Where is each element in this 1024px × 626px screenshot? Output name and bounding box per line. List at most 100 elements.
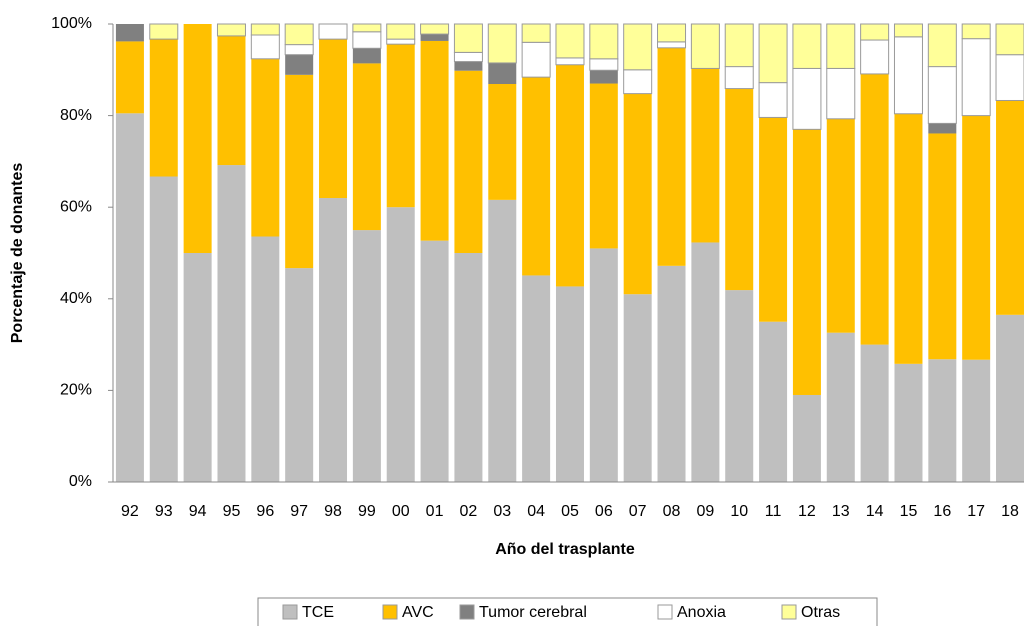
y-tick-label: 60% xyxy=(60,198,92,215)
bar-segment xyxy=(589,70,618,84)
bar-segment xyxy=(690,23,720,69)
bar-segment xyxy=(352,63,381,231)
x-tick-label: 96 xyxy=(256,503,274,520)
bar-segment xyxy=(115,113,144,482)
legend-swatch xyxy=(781,604,797,620)
bar-segment xyxy=(826,118,855,333)
bar-segment xyxy=(860,39,890,75)
bar-segment xyxy=(657,265,686,482)
bar-segment xyxy=(996,100,1024,315)
x-tick-label: 94 xyxy=(189,503,207,520)
bar-segment xyxy=(792,129,821,395)
y-axis-title: Porcentaje de donantes xyxy=(9,163,26,344)
x-tick-label: 13 xyxy=(832,503,850,520)
x-tick-label: 01 xyxy=(426,503,444,520)
bar-segment xyxy=(488,83,517,200)
x-tick-label: 07 xyxy=(629,503,647,520)
bar-segment xyxy=(725,88,754,291)
bar-segment xyxy=(860,73,889,345)
bar-segment xyxy=(183,253,212,482)
bar-segment xyxy=(386,207,415,482)
bar-segment xyxy=(758,82,788,118)
legend-label: Tumor cerebral xyxy=(479,604,587,621)
bar-segment xyxy=(217,35,246,166)
bar-segment xyxy=(454,70,483,253)
bar-segment xyxy=(319,198,348,483)
x-tick-label: 16 xyxy=(933,503,951,520)
bar-segment xyxy=(758,23,788,84)
legend-swatch xyxy=(382,604,398,620)
bar-segment xyxy=(352,230,381,482)
x-tick-label: 98 xyxy=(324,503,342,520)
bar-segment xyxy=(115,24,144,42)
y-tick-label: 20% xyxy=(60,382,92,399)
bar-segment xyxy=(284,23,314,46)
x-tick-label: 00 xyxy=(392,503,410,520)
bar-segment xyxy=(623,93,652,295)
bar-segment xyxy=(250,34,280,60)
bar-segment xyxy=(420,34,449,41)
x-tick-label: 12 xyxy=(798,503,816,520)
bar-segment xyxy=(962,359,991,482)
x-tick-label: 10 xyxy=(730,503,748,520)
bar-segment xyxy=(149,176,178,482)
bar-segment xyxy=(488,199,517,482)
bar-segment xyxy=(521,23,551,43)
y-tick-label: 0% xyxy=(69,473,92,490)
bar-segment xyxy=(657,23,687,43)
bar-segment xyxy=(826,67,856,120)
bar-segment xyxy=(352,48,381,64)
bar-segment xyxy=(386,23,416,40)
bar-segment xyxy=(589,58,619,71)
x-axis-title: Año del trasplante xyxy=(495,541,635,558)
y-tick-label: 80% xyxy=(60,107,92,124)
x-tick-label: 15 xyxy=(900,503,918,520)
bar-segment xyxy=(860,344,889,482)
bar-segment xyxy=(792,67,822,130)
bar-segment xyxy=(995,23,1024,56)
bar-segment xyxy=(996,314,1024,482)
bar-segment xyxy=(250,23,280,36)
bar-segment xyxy=(691,68,720,243)
bar-segment xyxy=(522,275,551,482)
bar-segment xyxy=(894,113,923,364)
bar-segment xyxy=(488,62,517,84)
x-tick-label: 14 xyxy=(866,503,884,520)
bar-segment xyxy=(251,236,280,482)
bar-segment xyxy=(725,290,754,482)
legend-label: Otras xyxy=(801,604,840,621)
bar-segment xyxy=(183,24,212,253)
bar-segment xyxy=(149,39,178,177)
bar-segment xyxy=(386,44,415,208)
x-tick-label: 99 xyxy=(358,503,376,520)
bar-segment xyxy=(927,23,957,68)
bar-segment xyxy=(555,57,585,66)
x-tick-label: 06 xyxy=(595,503,613,520)
bar-segment xyxy=(319,39,348,199)
bar-segment xyxy=(928,123,957,134)
x-tick-label: 05 xyxy=(561,503,579,520)
x-tick-label: 09 xyxy=(696,503,714,520)
bar-segment xyxy=(420,23,450,35)
bar-segment xyxy=(826,332,855,482)
legend-label: TCE xyxy=(302,604,334,621)
bar-segment xyxy=(995,54,1024,101)
bar-segment xyxy=(589,83,618,249)
bar-segment xyxy=(420,40,449,241)
bar-segment xyxy=(522,77,551,276)
bar-segment xyxy=(657,47,686,266)
bar-segment xyxy=(792,23,822,69)
legend-swatch xyxy=(282,604,298,620)
bar-segment xyxy=(759,117,788,322)
bar-segment xyxy=(555,286,584,482)
x-tick-label: 08 xyxy=(663,503,681,520)
x-tick-label: 17 xyxy=(967,503,985,520)
bar-segment xyxy=(285,54,314,75)
bar-segment xyxy=(420,240,449,482)
bar-segment xyxy=(724,23,754,68)
legend-box xyxy=(257,597,878,626)
bar-segment xyxy=(454,253,483,482)
x-tick-label: 97 xyxy=(290,503,308,520)
bar-segment xyxy=(284,44,314,56)
bar-segment xyxy=(454,61,483,71)
